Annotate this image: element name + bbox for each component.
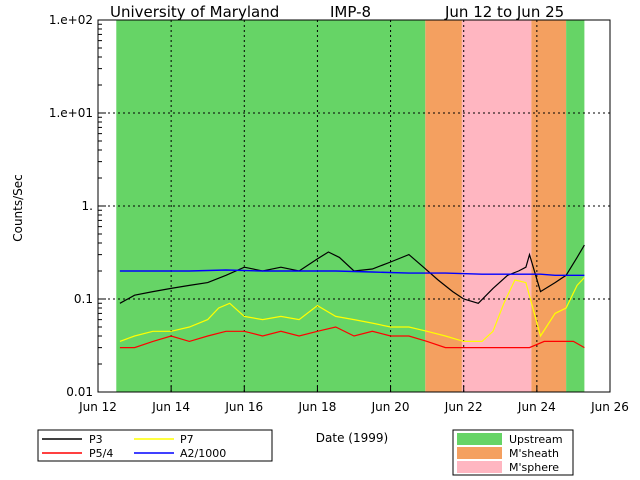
y-axis-label: Counts/Sec (11, 174, 25, 242)
region-m-sphere-2 (461, 20, 532, 392)
y-tick-label-2: 1. (82, 199, 93, 213)
series-p3 (119, 244, 585, 304)
title-right: Jun 12 to Jun 25 (444, 3, 564, 21)
title-mid: IMP-8 (330, 3, 371, 21)
x-tick-label-0: Jun 12 (78, 400, 117, 414)
region-label-msheath: M'sheath (509, 447, 559, 460)
gridlines (98, 20, 610, 392)
region-swatch-msheath (457, 447, 502, 459)
line-legend: P3 P7 P5/4 A2/1000 (37, 429, 273, 462)
y-tick-label-1: 0.1 (74, 292, 93, 306)
x-tick-label-6: Jun 24 (517, 400, 556, 414)
series-a2-1000 (119, 269, 585, 276)
x-tick-label-2: Jun 16 (224, 400, 263, 414)
region-legend: Upstream M'sheath M'sphere (452, 429, 574, 476)
x-tick-label-5: Jun 22 (444, 400, 483, 414)
region-label-msphere: M'sphere (509, 461, 559, 474)
region-label-upstream: Upstream (509, 433, 563, 446)
series-lines (119, 244, 585, 349)
legend-label-p7: P7 (180, 433, 194, 446)
x-tick-label-7: Jun 26 (590, 400, 629, 414)
legend-label-a2-1000: A2/1000 (180, 447, 226, 460)
x-tick-label-1: Jun 14 (151, 400, 190, 414)
series-p7 (119, 277, 585, 342)
series-p5-4 (119, 326, 585, 349)
region-swatch-msphere (457, 461, 502, 473)
x-tick-label-4: Jun 20 (371, 400, 410, 414)
legend-label-p3: P3 (89, 433, 103, 446)
y-tick-label-0: 0.01 (66, 385, 93, 399)
x-axis-label: Date (1999) (316, 431, 388, 445)
axis-ticks: Jun 12 Jun 14 Jun 16 Jun 18 Jun 20 Jun 22 Jun … (49, 13, 629, 414)
region-swatch-upstream (457, 433, 502, 445)
x-tick-label-3: Jun 18 (298, 400, 337, 414)
y-tick-label-4: 1.e+02 (49, 13, 93, 27)
legend-label-p5-4: P5/4 (89, 447, 113, 460)
y-tick-label-3: 1.e+01 (49, 106, 93, 120)
line-legend-box (37, 429, 273, 462)
title-left: University of Maryland (110, 3, 279, 21)
